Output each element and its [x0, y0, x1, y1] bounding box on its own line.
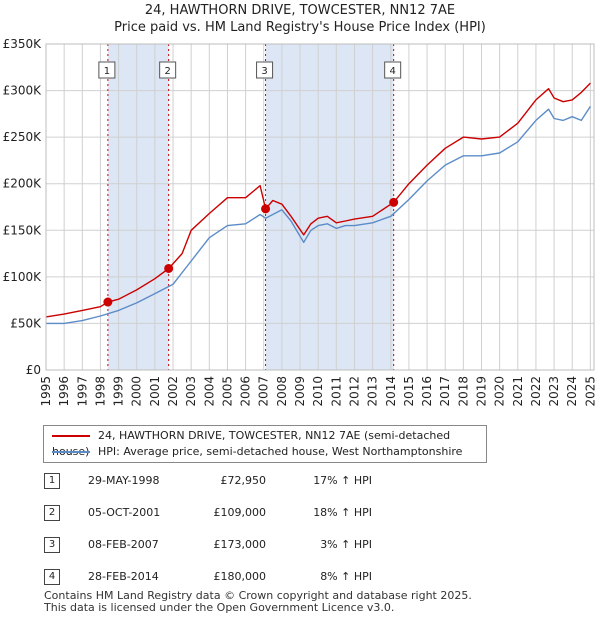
- transaction-number-badge: 2: [44, 505, 60, 521]
- x-tick-label: 2014: [384, 376, 398, 407]
- x-tick-label: 2010: [311, 376, 325, 407]
- legend-swatch-property: [52, 435, 90, 437]
- sale-label-1: 1: [104, 66, 110, 77]
- transaction-number-badge: 4: [44, 569, 60, 585]
- x-tick-label: 2009: [293, 376, 307, 407]
- x-tick-label: 2023: [547, 376, 561, 407]
- x-tick-label: 2020: [493, 376, 507, 407]
- transaction-date: 05-OCT-2001: [88, 506, 161, 519]
- x-tick-label: 2002: [166, 376, 180, 407]
- x-tick-label: 1997: [75, 376, 89, 407]
- x-tick-label: 2006: [239, 376, 253, 407]
- hpi-line: [46, 106, 591, 325]
- x-tick-label: 2013: [366, 376, 380, 407]
- y-tick-label: £300K: [3, 84, 43, 98]
- x-tick-label: 1999: [112, 376, 126, 407]
- x-tick-label: 2000: [130, 376, 144, 407]
- x-tick-label: 2017: [438, 376, 452, 407]
- attribution-footer: Contains HM Land Registry data © Crown c…: [44, 590, 472, 614]
- sale-label-4: 4: [389, 66, 395, 77]
- sale-point-3: [261, 204, 271, 214]
- x-tick-label: 2001: [148, 376, 162, 407]
- footer-line-1: Contains HM Land Registry data © Crown c…: [44, 589, 472, 602]
- sale-label-3: 3: [261, 66, 267, 77]
- x-tick-label: 2008: [275, 376, 289, 407]
- sale-label-box-2: [159, 61, 177, 79]
- y-tick-label: £200K: [3, 177, 43, 191]
- x-tick-label: 2007: [257, 376, 271, 407]
- x-tick-label: 2015: [402, 376, 416, 407]
- x-tick-label: 2003: [184, 376, 198, 407]
- x-tick-label: 2018: [456, 376, 470, 407]
- transaction-hpi-diff: 17% ↑ HPI: [313, 474, 372, 487]
- y-tick-label: £100K: [3, 270, 43, 284]
- x-tick-label: 2012: [347, 376, 361, 407]
- table-row: 4 28-FEB-2014 £180,000 8% ↑ HPI: [44, 568, 404, 586]
- transaction-number-badge: 3: [44, 537, 60, 553]
- transaction-hpi-diff: 18% ↑ HPI: [313, 506, 372, 519]
- plot-frame: [45, 43, 595, 371]
- x-tick-label: 1998: [93, 376, 107, 407]
- transaction-price: £180,000: [213, 570, 267, 583]
- x-tick-label: 2025: [583, 376, 597, 407]
- x-tick-label: 1996: [57, 376, 71, 407]
- legend-item-property: 24, HAWTHORN DRIVE, TOWCESTER, NN12 7AE …: [52, 428, 486, 458]
- x-tick-label: 2024: [565, 376, 579, 407]
- x-tick-label: 2011: [329, 376, 343, 407]
- x-tick-label: 2016: [420, 376, 434, 407]
- legend-item-hpi: HPI: Average price, semi-detached house,…: [52, 444, 462, 460]
- legend-swatch-hpi: [52, 451, 90, 453]
- shaded-span-1: [107, 44, 169, 370]
- footer-line-2: This data is licensed under the Open Gov…: [44, 601, 395, 614]
- chart-title-block: 24, HAWTHORN DRIVE, TOWCESTER, NN12 7AE …: [0, 2, 600, 36]
- transaction-price: £109,000: [213, 506, 267, 519]
- sale-point-4: [389, 197, 399, 207]
- y-tick-label: £50K: [10, 316, 42, 330]
- transaction-date: 08-FEB-2007: [88, 538, 159, 551]
- chart-subtitle: Price paid vs. HM Land Registry's House …: [114, 20, 486, 35]
- x-tick-label: 1995: [39, 376, 53, 407]
- x-tick-label: 2004: [202, 376, 216, 407]
- x-tick-label: 2021: [511, 376, 525, 407]
- y-tick-label: £0: [26, 363, 41, 377]
- y-tick-label: £150K: [3, 223, 43, 237]
- sale-label-box-4: [384, 61, 402, 79]
- transaction-price: £173,000: [213, 538, 267, 551]
- table-row: 3 08-FEB-2007 £173,000 3% ↑ HPI: [44, 536, 404, 554]
- x-tick-label: 2019: [474, 376, 488, 407]
- table-row: 1 29-MAY-1998 £72,950 17% ↑ HPI: [44, 472, 404, 490]
- sale-label-box-3: [256, 61, 274, 79]
- table-row: 2 05-OCT-2001 £109,000 18% ↑ HPI: [44, 504, 404, 522]
- transaction-price: £72,950: [220, 474, 267, 487]
- transaction-number-badge: 1: [44, 473, 60, 489]
- sale-point-1: [103, 297, 113, 307]
- x-tick-label: 2005: [220, 376, 234, 407]
- x-tick-label: 2022: [529, 376, 543, 407]
- legend-label-hpi: HPI: Average price, semi-detached house,…: [98, 445, 463, 458]
- sale-label-2: 2: [164, 66, 170, 77]
- price-chart: £0 £50K £100K £150K £200K £250K £300K £350K 1995…: [3, 37, 598, 407]
- sale-label-box-1: [98, 61, 116, 79]
- transaction-hpi-diff: 8% ↑ HPI: [320, 570, 372, 583]
- property-price-line: [45, 82, 591, 318]
- sale-point-2: [164, 263, 174, 273]
- y-tick-label: £350K: [3, 37, 43, 51]
- chart-title: 24, HAWTHORN DRIVE, TOWCESTER, NN12 7AE: [144, 3, 456, 18]
- y-tick-label: £250K: [3, 130, 43, 144]
- transaction-date: 29-MAY-1998: [88, 474, 160, 487]
- chart-legend: 24, HAWTHORN DRIVE, TOWCESTER, NN12 7AE …: [43, 425, 487, 463]
- transaction-date: 28-FEB-2014: [88, 570, 159, 583]
- transaction-hpi-diff: 3% ↑ HPI: [320, 538, 372, 551]
